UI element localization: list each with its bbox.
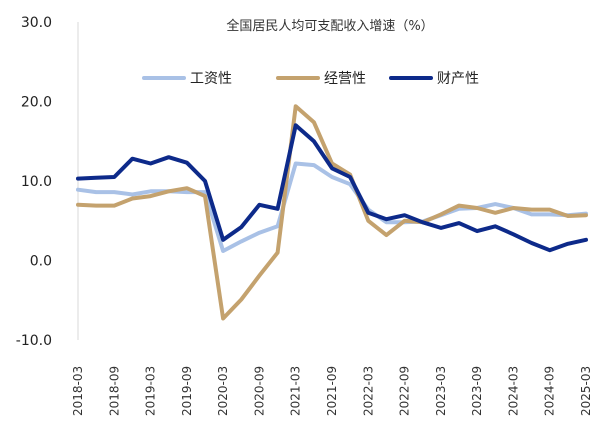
legend-label-1: 经营性: [324, 71, 366, 87]
x-tick-label: 2022-09: [398, 366, 412, 416]
plot-lines: [76, 104, 588, 321]
x-tick-label: 2025-03: [579, 366, 593, 416]
y-axis: 30.0 20.0 10.0 0.0 -10.0: [16, 15, 79, 349]
x-tick-label: 2018-09: [107, 366, 121, 416]
x-tick-label: 2020-03: [216, 366, 230, 416]
x-tick-label: 2019-03: [144, 366, 158, 416]
x-tick-label: 2022-03: [361, 366, 375, 416]
y-tick-label: 10.0: [21, 174, 52, 190]
y-tick-label: 20.0: [21, 95, 52, 111]
x-tick-label: 2020-09: [252, 366, 266, 416]
y-tick-label: 0.0: [30, 254, 52, 270]
x-tick-label: 2023-09: [470, 366, 484, 416]
series-line-1: [76, 104, 588, 321]
series-line-2: [76, 123, 588, 253]
x-tick-label: 2021-03: [289, 366, 303, 416]
x-tick-label: 2018-03: [71, 366, 85, 416]
chart-title: 全国居民人均可支配收入增速（%）: [226, 18, 433, 34]
x-tick-label: 2021-09: [325, 366, 339, 416]
legend-label-0: 工资性: [190, 71, 232, 87]
y-tick-label: 30.0: [21, 15, 52, 31]
x-tick-label: 2019-09: [180, 366, 194, 416]
x-tick-label: 2024-09: [543, 366, 557, 416]
legend: 工资性 经营性 财产性: [142, 71, 479, 87]
legend-label-2: 财产性: [437, 71, 479, 87]
x-tick-label: 2023-03: [434, 366, 448, 416]
x-tick-label: 2024-03: [506, 366, 520, 416]
x-axis: 2018-03 2018-09 2019-03 2019-09 2020-03 2020-…: [71, 366, 593, 416]
y-tick-label: -10.0: [16, 333, 52, 349]
